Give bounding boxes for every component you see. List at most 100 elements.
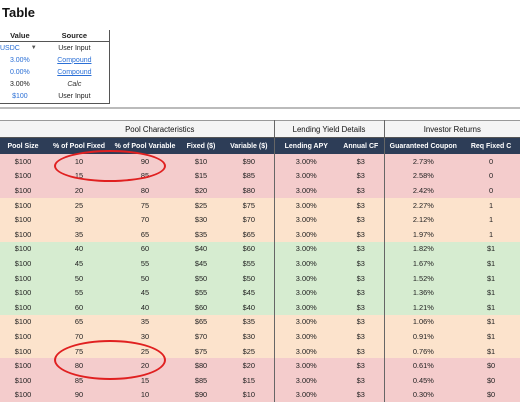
table-cell: $100: [0, 169, 46, 184]
table-cell: 0: [462, 183, 520, 198]
table-cell: 70: [46, 329, 112, 344]
table-cell: 85: [46, 373, 112, 388]
table-cell: 3.00%: [274, 212, 338, 227]
table-cell: $0: [462, 358, 520, 373]
source-link[interactable]: Compound: [40, 66, 110, 78]
column-header: Variable ($): [224, 138, 274, 155]
table-cell: 3.00%: [274, 242, 338, 257]
table-cell: $3: [338, 183, 384, 198]
table-cell: 40: [112, 300, 178, 315]
table-cell: 55: [112, 256, 178, 271]
table-cell: $100: [0, 154, 46, 169]
table-cell: 3.00%: [274, 358, 338, 373]
table-cell: $0: [462, 373, 520, 388]
source-label: User Input: [40, 42, 110, 55]
source-label: User Input: [40, 91, 110, 104]
table-cell: 15: [46, 169, 112, 184]
token-select[interactable]: USDC▼: [0, 42, 40, 55]
table-cell: 0.91%: [384, 329, 462, 344]
table-cell: $3: [338, 329, 384, 344]
table-cell: $3: [338, 358, 384, 373]
source-link[interactable]: Compound: [40, 54, 110, 66]
table-cell: 1.21%: [384, 300, 462, 315]
table-cell: 55: [46, 285, 112, 300]
table-cell: $3: [338, 154, 384, 169]
table-cell: 0: [462, 154, 520, 169]
table-cell: $1: [462, 285, 520, 300]
table-cell: 1.06%: [384, 315, 462, 330]
table-cell: 2.12%: [384, 212, 462, 227]
table-cell: 50: [112, 271, 178, 286]
table-cell: 90: [112, 154, 178, 169]
table-cell: $3: [338, 271, 384, 286]
inputs-row: 0.00%Compound: [0, 66, 110, 78]
column-header: Lending APY: [274, 138, 338, 155]
table-cell: 2.73%: [384, 154, 462, 169]
chevron-down-icon[interactable]: ▼: [31, 45, 37, 51]
table-cell: 60: [112, 242, 178, 257]
table-cell: 65: [112, 227, 178, 242]
inputs-row: USDC▼User Input: [0, 42, 110, 55]
group-pool-characteristics: Pool Characteristics: [46, 121, 274, 138]
table-cell: $80: [178, 358, 224, 373]
table-cell: 35: [112, 315, 178, 330]
table-cell: $1: [462, 315, 520, 330]
value-header: Value: [0, 30, 40, 42]
table-cell: 3.00%: [274, 344, 338, 359]
table-cell: 2.27%: [384, 198, 462, 213]
table-cell: 80: [46, 358, 112, 373]
table-cell: 20: [46, 183, 112, 198]
table-cell: $25: [224, 344, 274, 359]
table-cell: $100: [0, 198, 46, 213]
table-cell: 2.42%: [384, 183, 462, 198]
table-cell: 70: [112, 212, 178, 227]
table-cell: $1: [462, 344, 520, 359]
table-cell: 3.00%: [274, 315, 338, 330]
table-cell: 3.00%: [274, 198, 338, 213]
table-cell: $3: [338, 242, 384, 257]
column-header: Req Fixed C: [462, 138, 520, 155]
table-cell: 3.00%: [274, 154, 338, 169]
table-cell: 0.76%: [384, 344, 462, 359]
column-header: % of Pool Variable: [112, 138, 178, 155]
table-cell: 80: [112, 183, 178, 198]
table-cell: $65: [224, 227, 274, 242]
table-cell: 75: [112, 198, 178, 213]
table-cell: $55: [224, 256, 274, 271]
table-cell: $55: [178, 285, 224, 300]
table-cell: $100: [0, 358, 46, 373]
table-cell: 3.00%: [274, 227, 338, 242]
table-cell: $25: [178, 198, 224, 213]
table-cell: $40: [224, 300, 274, 315]
table-cell: 3.00%: [274, 169, 338, 184]
table-cell: 1.67%: [384, 256, 462, 271]
table-cell: $100: [0, 212, 46, 227]
table-cell: $70: [224, 212, 274, 227]
table-cell: 3.00%: [274, 285, 338, 300]
table-cell: $1: [462, 256, 520, 271]
table-cell: $100: [0, 300, 46, 315]
table-cell: 50: [46, 271, 112, 286]
table-cell: $10: [178, 154, 224, 169]
table-cell: $3: [338, 169, 384, 184]
pool-table: Pool Characteristics Lending Yield Detai…: [0, 120, 520, 402]
table-cell: $1: [462, 242, 520, 257]
table-cell: 1.36%: [384, 285, 462, 300]
table-cell: $3: [338, 198, 384, 213]
table-cell: $50: [178, 271, 224, 286]
table-cell: 65: [46, 315, 112, 330]
table-cell: $15: [224, 373, 274, 388]
table-cell: 75: [46, 344, 112, 359]
table-cell: $100: [0, 344, 46, 359]
table-cell: $3: [338, 256, 384, 271]
table-cell: 40: [46, 242, 112, 257]
table-cell: $3: [338, 373, 384, 388]
input-value: 3.00%: [0, 54, 40, 66]
